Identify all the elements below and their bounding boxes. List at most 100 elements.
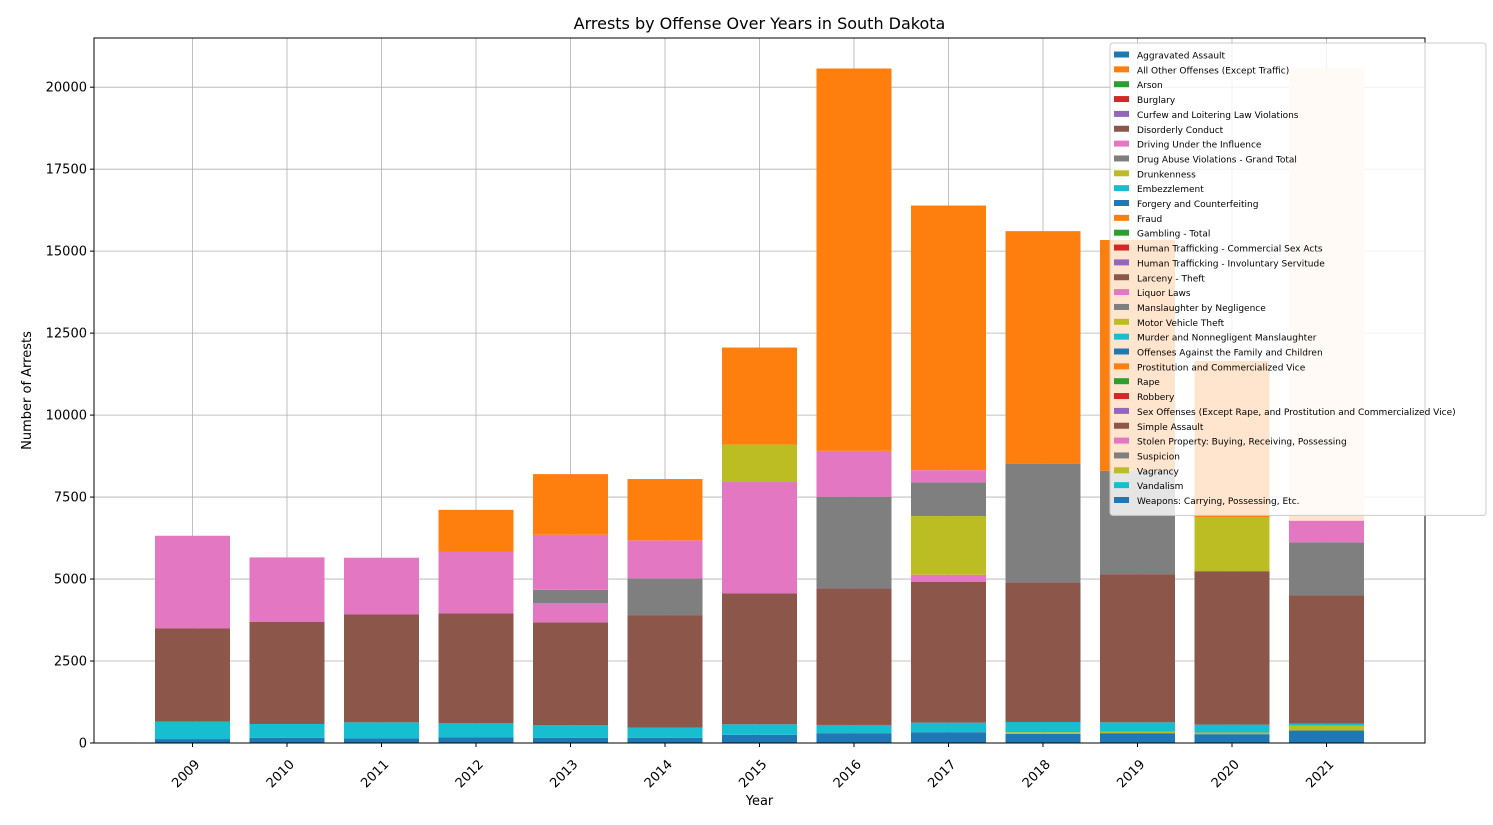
bar-segment-embezzlement-2014 [627,727,703,738]
legend-swatch [1114,110,1129,117]
bar-segment-aggravated-assault-2020 [1194,734,1270,743]
legend-entry: Fraud [1137,215,1162,225]
bar-segment-aggravated-assault-2010 [249,737,325,743]
legend-entry: Arson [1137,81,1163,91]
bar-segment-embezzlement-2011 [344,722,419,739]
bar-segment-manslaughter-by-negligence-2017 [911,482,986,517]
legend-swatch [1114,497,1129,503]
x-tick-label: 2014 [642,757,676,791]
x-tick-label: 2018 [1020,757,1054,791]
x-tick-label: 2020 [1209,757,1243,791]
bar-segment-manslaughter-by-negligence-2018 [1005,463,1081,583]
bar-segment-driving-under-the-influence-2011 [344,557,419,615]
legend-entry: All Other Offenses (Except Traffic) [1137,66,1289,76]
bar-segment-disorderly-conduct-2012 [438,613,514,724]
bar-segment-embezzlement-2012 [438,723,514,738]
bar-segment-aggravated-assault-2017 [911,732,986,743]
y-tick-label: 5000 [54,573,87,588]
legend-swatch [1114,393,1129,400]
bar-segment-fraud-2015 [722,347,797,445]
bar-segment-aggravated-assault-2013 [533,737,608,743]
bar-segment-driving-under-the-influence-2009 [155,535,230,629]
legend-entry: Burglary [1137,96,1176,106]
legend-entry: Curfew and Loitering Law Violations [1137,111,1299,121]
legend-swatch [1114,170,1129,177]
legend-swatch [1114,407,1129,414]
legend-swatch [1114,66,1129,73]
bar-segment-drunkenness-2018 [1005,732,1081,734]
legend-entry: Manslaughter by Negligence [1137,304,1266,314]
legend-entry: Simple Assault [1137,423,1204,433]
legend-entry: Human Trafficking - Involuntary Servitud… [1137,259,1325,269]
legend-swatch [1114,437,1129,444]
bar-segment-disorderly-conduct-2020 [1194,571,1270,725]
x-tick-label: 2009 [169,757,203,791]
legend-entry: Drunkenness [1137,170,1196,180]
legend-swatch [1114,289,1129,296]
bar-segment-motor-vehicle-theft-2020 [1194,517,1270,572]
bar-segment-embezzlement-2013 [533,725,608,738]
bar-segment-aggravated-assault-2021 [1289,730,1364,743]
bar-segment-aggravated-assault-2015 [722,734,797,743]
legend-entry: Larceny - Theft [1137,274,1205,284]
y-tick-label: 12500 [46,327,87,342]
bar-segment-disorderly-conduct-2010 [249,622,325,724]
bar-segment-embezzlement-2016 [816,724,892,734]
legend-entry: Suspicion [1137,452,1180,462]
legend-swatch [1114,467,1129,474]
legend-entry: Liquor Laws [1137,289,1191,299]
bar-segment-embezzlement-2019 [1100,722,1175,732]
legend-swatch [1114,303,1129,310]
legend-entry: Offenses Against the Family and Children [1137,349,1323,359]
y-tick-label: 0 [79,737,87,752]
bar-segment-driving-under-the-influence-2012 [438,551,514,614]
legend-entry: Driving Under the Influence [1137,141,1262,151]
y-axis-ticks: 0 2500 5000 7500 10000 12500 15000 17500 20000 [46,81,94,752]
legend-entry: Disorderly Conduct [1137,126,1224,136]
bar-segment-fraud-2012 [438,509,514,552]
legend-entry: Motor Vehicle Theft [1137,319,1225,329]
legend-entry: Drug Abuse Violations - Grand Total [1137,155,1297,165]
bar-segment-motor-vehicle-theft-2015 [722,444,797,482]
legend-entry: Vandalism [1137,482,1183,492]
bar-segment-drunkenness-2021 [1289,725,1364,731]
legend-swatch [1114,274,1129,281]
x-axis-ticks: 2009 2010 2011 2012 2013 2014 2015 2016 2017 2018… [169,743,1337,791]
y-tick-label: 20000 [46,81,87,96]
legend: Aggravated Assault All Other Offenses (Ex… [1109,42,1487,516]
bar-segment-embezzlement-2010 [249,723,325,738]
legend-swatch [1114,259,1129,266]
bar-segment-aggravated-assault-2011 [344,738,419,743]
legend-entry: Gambling - Total [1137,230,1210,240]
bar-segment-drug-abuse-violations-grand-total-2014 [627,578,703,616]
legend-swatch [1114,125,1129,132]
x-tick-label: 2012 [453,757,487,791]
bar-segment-disorderly-conduct-2009 [155,628,230,722]
x-tick-label: 2013 [547,757,581,791]
bar-segment-manslaughter-by-negligence-2021 [1289,542,1364,596]
x-tick-label: 2010 [264,757,298,791]
bar-segment-disorderly-conduct-2013 [533,622,608,726]
x-tick-label: 2011 [358,757,392,791]
bar-segment-driving-under-the-influence-2013 [533,602,608,623]
legend-swatch [1114,185,1129,192]
y-axis-label: Number of Arrests [20,331,35,450]
bar-segment-aggravated-assault-2018 [1005,733,1081,743]
x-tick-label: 2021 [1303,757,1337,791]
bar-segment-aggravated-assault-2012 [438,737,514,743]
bar-segment-disorderly-conduct-2011 [344,614,419,723]
y-tick-label: 10000 [46,409,87,424]
legend-entry: Aggravated Assault [1137,52,1226,62]
legend-entry: Rape [1137,378,1160,388]
bar-segment-aggravated-assault-2019 [1100,733,1175,743]
bar-segment-driving-under-the-influence-2017 [911,574,986,582]
bar-segment-drunkenness-2020 [1194,732,1270,735]
bar-segment-drug-abuse-violations-grand-total-2016 [816,496,892,589]
legend-entry: Stolen Property: Buying, Receiving, Poss… [1137,438,1347,448]
bar-segment-embezzlement-2018 [1005,722,1081,733]
x-tick-label: 2015 [736,757,770,791]
bar-segment-disorderly-conduct-2017 [911,581,986,723]
bar-segment-motor-vehicle-theft-2017 [911,516,986,575]
bar-segment-liquor-laws-2016 [816,450,892,497]
